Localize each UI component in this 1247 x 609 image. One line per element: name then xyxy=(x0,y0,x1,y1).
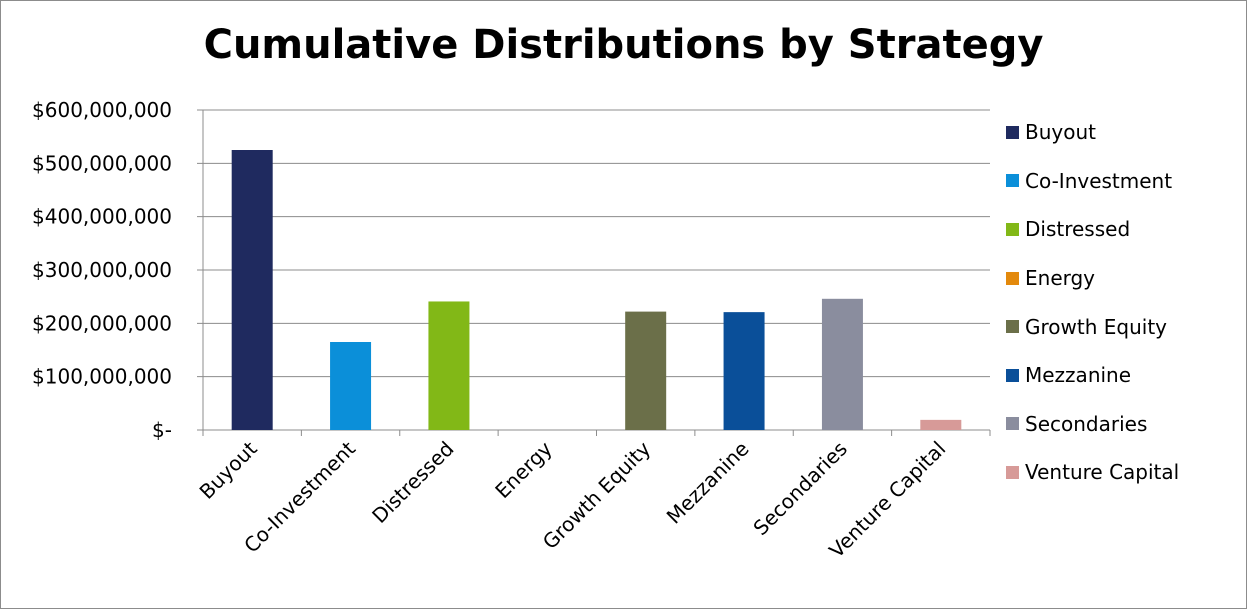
y-tick-label: $600,000,000 xyxy=(32,98,172,122)
bar-mezzanine xyxy=(723,312,765,430)
legend-label: Energy xyxy=(1025,266,1096,291)
legend-swatch xyxy=(1006,271,1019,285)
bar-co-investment xyxy=(330,342,372,430)
y-tick-label: $300,000,000 xyxy=(32,258,172,282)
legend-swatch xyxy=(1006,320,1019,334)
legend-item: Energy xyxy=(1006,254,1179,303)
legend-item: Secondaries xyxy=(1006,400,1179,449)
legend-label: Buyout xyxy=(1025,120,1096,145)
bar-growth-equity xyxy=(625,311,667,430)
x-tick-label: Secondaries xyxy=(748,437,852,541)
chart-title: Cumulative Distributions by Strategy xyxy=(203,22,1044,68)
bar-distressed xyxy=(428,301,470,430)
legend-item: Distressed xyxy=(1006,205,1179,254)
bar-secondaries xyxy=(821,298,863,430)
legend: Buyout Co-Investment Distressed Energy Growt… xyxy=(1006,108,1179,497)
legend-label: Co-Investment xyxy=(1025,168,1173,193)
bar-buyout xyxy=(231,150,273,430)
x-tick-label: Buyout xyxy=(195,436,262,503)
legend-item: Venture Capital xyxy=(1006,448,1179,497)
y-tick-label: $- xyxy=(152,418,172,442)
legend-label: Mezzanine xyxy=(1025,363,1132,388)
legend-swatch xyxy=(1006,174,1019,188)
y-tick-label: $400,000,000 xyxy=(32,205,172,229)
legend-swatch xyxy=(1006,417,1019,431)
legend-label: Secondaries xyxy=(1025,411,1148,436)
legend-item: Co-Investment xyxy=(1006,157,1179,206)
legend-label: Venture Capital xyxy=(1025,460,1180,485)
legend-swatch xyxy=(1006,465,1019,479)
bar-venture-capital xyxy=(920,419,962,430)
x-tick-label: Energy xyxy=(490,436,557,503)
legend-item: Mezzanine xyxy=(1006,351,1179,400)
x-tick-label: Distressed xyxy=(367,437,458,528)
legend-item: Growth Equity xyxy=(1006,302,1179,351)
legend-label: Distressed xyxy=(1025,217,1131,242)
y-tick-label: $200,000,000 xyxy=(32,311,172,335)
legend-swatch xyxy=(1006,125,1019,139)
legend-label: Growth Equity xyxy=(1025,314,1167,339)
x-tick-label: Mezzanine xyxy=(662,437,754,529)
legend-swatch xyxy=(1006,222,1019,236)
legend-item: Buyout xyxy=(1006,108,1179,157)
y-tick-label: $100,000,000 xyxy=(32,365,172,389)
y-tick-label: $500,000,000 xyxy=(32,151,172,175)
legend-swatch xyxy=(1006,368,1019,382)
